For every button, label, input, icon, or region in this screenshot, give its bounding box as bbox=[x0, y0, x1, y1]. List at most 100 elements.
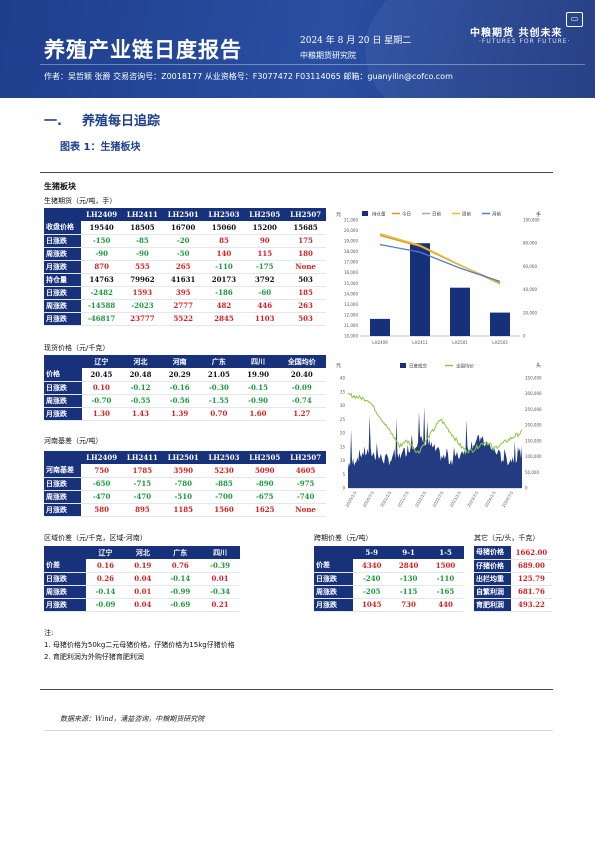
regional-label: 区域价差（元/千克，区域-河南） bbox=[44, 534, 147, 542]
futures-label: 生猪期货（元/吨，手） bbox=[44, 197, 117, 205]
spot-cell: -0.74 bbox=[277, 394, 326, 408]
spot-cell: 0.10 bbox=[81, 381, 121, 395]
y-tick-label: 20 bbox=[340, 431, 346, 436]
spot-cell: 19.90 bbox=[238, 368, 278, 382]
spread-cell: 4340 bbox=[353, 559, 391, 573]
regional-cell: -0.69 bbox=[160, 598, 201, 612]
regional-cell: 0.04 bbox=[125, 572, 161, 586]
regional-row-header: 日涨跌 bbox=[44, 572, 86, 586]
regional-row-header: 周涨跌 bbox=[44, 585, 86, 599]
y2-tick-label: 20,000 bbox=[523, 310, 537, 315]
spot-row-header: 周涨跌 bbox=[44, 394, 82, 408]
table-row: 月涨跌 -0.09 0.04 -0.69 0.21 bbox=[44, 598, 240, 612]
legend-label: 日度成交 bbox=[409, 363, 427, 370]
bar-open-interest bbox=[450, 287, 470, 336]
table-row: 月涨跌 580 895 1185 1560 1625 None bbox=[44, 503, 326, 517]
futures-row-header: 月涨跌 bbox=[44, 312, 82, 326]
spot-cell: -1.55 bbox=[199, 394, 239, 408]
futures-cell: 79962 bbox=[122, 273, 163, 287]
regional-cell: 0.76 bbox=[160, 559, 201, 573]
legend-label: 今日 bbox=[402, 211, 411, 218]
section-title-text: 养殖每日追踪 bbox=[81, 114, 160, 129]
basis-cell: 1560 bbox=[203, 503, 245, 517]
y2-tick-label: 80,000 bbox=[523, 241, 537, 246]
spread-col-header: 9-1 bbox=[390, 546, 428, 559]
company-logo-text: 中粮期货 共创未来 bbox=[470, 28, 563, 39]
basis-cell: None bbox=[285, 503, 326, 517]
report-date: 2024 年 8 月 20 日 星期二 bbox=[300, 36, 412, 46]
futures-cell: 482 bbox=[203, 299, 245, 313]
futures-cell: 20173 bbox=[203, 273, 245, 287]
regional-cell: -0.39 bbox=[200, 559, 240, 573]
spread-cell: -165 bbox=[427, 585, 464, 599]
table-row: 收盘价格 19540 18505 16700 15060 15200 15685 bbox=[44, 221, 326, 235]
futures-col-header: LH2507 bbox=[285, 208, 326, 221]
report-title: 养殖产业链日度报告 bbox=[44, 38, 242, 62]
futures-cell: 15060 bbox=[203, 221, 245, 235]
spot-cell: -0.12 bbox=[120, 381, 161, 395]
figure-title: 图表 1：生猪板块 bbox=[60, 142, 141, 153]
spot-col-header: 广东 bbox=[199, 355, 239, 368]
futures-cell: 265 bbox=[162, 260, 204, 274]
futures-cell: 18505 bbox=[122, 221, 163, 235]
x-tick-label: LH2503 bbox=[492, 340, 508, 345]
table-row: 周涨跌 -90 -90 -50 140 115 180 bbox=[44, 247, 326, 261]
legend-label: 月前 bbox=[492, 211, 501, 218]
bar-open-interest bbox=[490, 312, 510, 336]
bar-open-interest bbox=[410, 243, 430, 336]
basis-cell: 3590 bbox=[162, 464, 204, 478]
regional-row-header: 价差 bbox=[44, 559, 86, 573]
table-row: 出栏均重 125.79 bbox=[474, 572, 552, 586]
regional-col-header: 四川 bbox=[200, 546, 240, 559]
spread-cell: -110 bbox=[427, 572, 464, 586]
y-tick-label: 30 bbox=[340, 403, 346, 408]
spot-label: 现货价格（元/千克） bbox=[44, 344, 110, 352]
spread-cell: 2840 bbox=[390, 559, 428, 573]
spot-cell: -0.15 bbox=[238, 381, 278, 395]
basis-table: LH2409 LH2411 LH2501 LH2503 LH2505 LH2507 河南基差… bbox=[44, 451, 326, 517]
futures-row-header: 月涨跌 bbox=[44, 260, 82, 274]
report-authors: 作者：吴哲颖 张爵 交易咨询号：Z0018177 从业资格号：F3077472 … bbox=[44, 72, 453, 81]
futures-cell: 85 bbox=[203, 234, 245, 248]
y2-tick-label: 100,000 bbox=[523, 218, 540, 223]
price-line bbox=[347, 392, 523, 454]
report-org: 中粮期货研究院 bbox=[300, 51, 356, 60]
spot-col-header bbox=[44, 355, 82, 368]
futures-cell: -2482 bbox=[81, 286, 123, 300]
section-title: 一. 养殖每日追踪 bbox=[44, 110, 160, 129]
spread-label: 跨期价差（元/吨） bbox=[314, 534, 373, 542]
futures-cell: -50 bbox=[162, 247, 204, 261]
spot-cell: 1.60 bbox=[238, 407, 278, 421]
table-row: 自繁利润 681.76 bbox=[474, 585, 552, 599]
basis-label: 河南基差（元/吨） bbox=[44, 437, 103, 445]
footer-divider bbox=[44, 730, 553, 731]
other-cell: 493.22 bbox=[510, 598, 552, 612]
data-source: 数据来源：Wind，涌益咨询，中粮期货研究院 bbox=[60, 715, 205, 723]
legend-label: 日前 bbox=[432, 211, 441, 218]
y2-tick-label: 40,000 bbox=[523, 287, 537, 292]
futures-col-header: LH2503 bbox=[203, 208, 245, 221]
x-tick-label: 2023/1/1 bbox=[449, 490, 463, 508]
futures-cell: 446 bbox=[244, 299, 286, 313]
y-tick-label: 15,000 bbox=[344, 281, 358, 286]
y2-tick-label: 300,000 bbox=[525, 391, 542, 396]
basis-cell: -470 bbox=[81, 490, 123, 504]
y-tick-label: 16,000 bbox=[344, 270, 358, 275]
spread-row-header: 日涨跌 bbox=[314, 572, 354, 586]
futures-cell: -110 bbox=[203, 260, 245, 274]
y-tick-label: 13,000 bbox=[344, 302, 358, 307]
y2-tick-label: 50,000 bbox=[525, 470, 539, 475]
spot-row-header: 月涨跌 bbox=[44, 407, 82, 421]
figure-frame bbox=[40, 172, 553, 690]
basis-row-header: 河南基差 bbox=[44, 464, 82, 478]
basis-cell: 1185 bbox=[162, 503, 204, 517]
x-tick-label: 2024/7/1 bbox=[501, 490, 515, 508]
notes-title: 注: bbox=[44, 629, 54, 637]
futures-row-header: 周涨跌 bbox=[44, 299, 82, 313]
spot-cell: 1.43 bbox=[120, 407, 161, 421]
futures-cell: None bbox=[285, 260, 326, 274]
y-tick-label: 14,000 bbox=[344, 291, 358, 296]
y-tick-label: 18,000 bbox=[344, 249, 358, 254]
futures-row-header: 周涨跌 bbox=[44, 247, 82, 261]
futures-cell: -175 bbox=[244, 260, 286, 274]
